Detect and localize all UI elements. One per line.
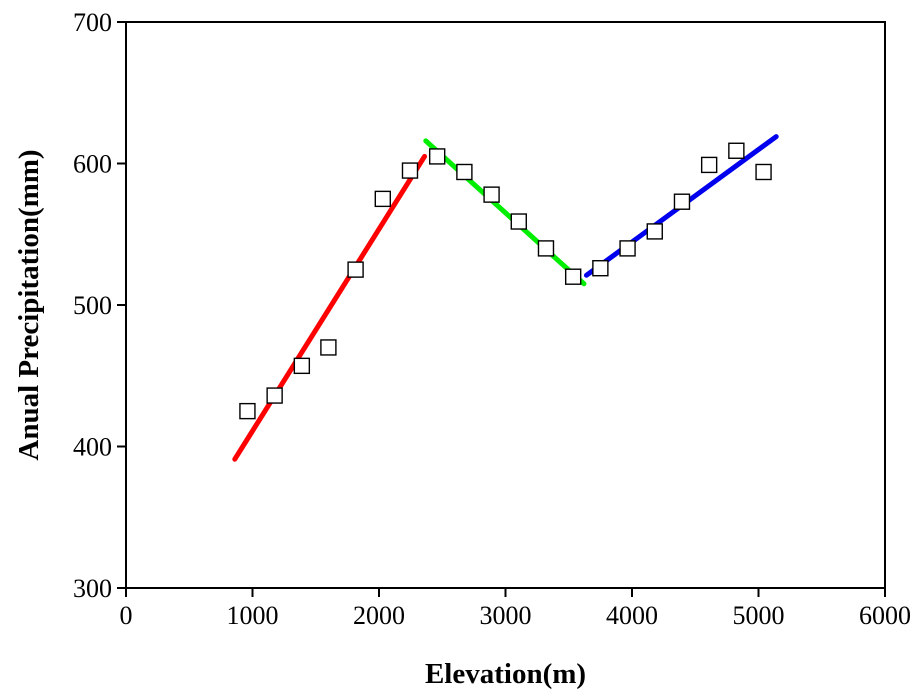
data-points	[239, 142, 772, 420]
y-axis-ticks: 300 400 500 600 700	[73, 8, 126, 603]
data-point	[401, 162, 419, 179]
x-tick-label: 0	[120, 601, 133, 630]
fit-line	[423, 138, 587, 287]
data-point	[592, 260, 609, 277]
x-tick-label: 1000	[227, 601, 279, 630]
data-point	[564, 268, 582, 285]
data-point	[728, 142, 745, 159]
x-axis-title: Elevation(m)	[425, 658, 586, 690]
data-point	[510, 213, 527, 230]
data-point	[374, 190, 391, 208]
data-point	[619, 240, 636, 257]
data-point	[456, 163, 473, 181]
fit-line	[232, 153, 428, 462]
x-tick-label: 2000	[353, 601, 405, 630]
data-point	[483, 186, 500, 203]
y-tick-label: 300	[73, 574, 112, 603]
data-point	[755, 163, 772, 181]
fit-lines	[232, 134, 779, 462]
data-point	[293, 357, 311, 375]
data-point	[537, 240, 555, 257]
data-point	[646, 223, 663, 240]
data-point	[428, 148, 446, 165]
y-tick-label: 500	[73, 291, 112, 320]
x-tick-label: 3000	[480, 601, 532, 630]
x-tick-label: 4000	[606, 601, 658, 630]
data-point	[266, 387, 283, 404]
data-point	[700, 156, 718, 174]
data-point	[347, 261, 364, 278]
data-point	[320, 339, 337, 356]
plot-frame	[125, 21, 886, 589]
x-tick-label: 5000	[733, 601, 785, 630]
x-axis-ticks: 0 1000 2000 3000 4000 5000 6000	[120, 588, 911, 630]
y-tick-label: 700	[73, 8, 112, 37]
y-axis-title: Anual Precipitation(mm)	[13, 149, 45, 460]
y-tick-label: 400	[73, 433, 112, 462]
y-tick-label: 600	[73, 150, 112, 179]
data-point	[239, 402, 256, 420]
data-point	[673, 193, 691, 210]
x-tick-label: 6000	[859, 601, 911, 630]
